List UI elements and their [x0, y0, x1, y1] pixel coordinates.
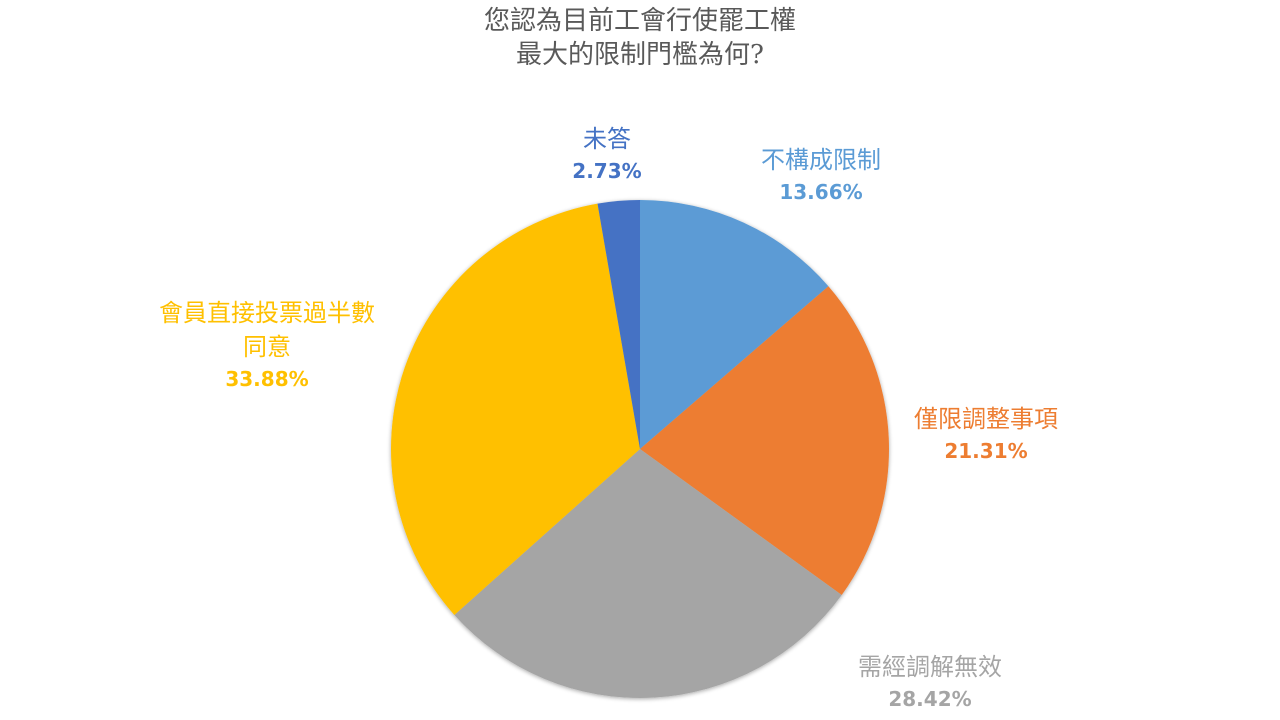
slice-no-answer	[597, 200, 640, 449]
slice-member-vote	[390, 203, 640, 615]
label-name-line-2: 同意	[243, 333, 291, 361]
label-name: 不構成限制	[761, 146, 881, 174]
label-percent: 13.66%	[779, 180, 863, 204]
label-percent: 33.88%	[225, 367, 309, 391]
chart-title-line-1: 您認為目前工會行使罷工權	[483, 6, 796, 36]
label-member-vote: 會員直接投票過半數 同意 33.88%	[136, 296, 398, 394]
chart-title-line-2: 最大的限制門檻為何?	[516, 40, 764, 70]
slice-mediation-failed	[454, 449, 842, 698]
label-percent: 21.31%	[944, 439, 1028, 463]
label-percent: 2.73%	[572, 159, 642, 183]
label-mediation-failed: 需經調解無效 28.42%	[840, 650, 1020, 714]
label-adjustment-only: 僅限調整事項 21.31%	[896, 402, 1076, 466]
label-percent: 28.42%	[888, 687, 972, 711]
label-name: 僅限調整事項	[914, 405, 1058, 433]
label-name: 需經調解無效	[858, 653, 1002, 681]
chart-title: 您認為目前工會行使罷工權 最大的限制門檻為何?	[0, 4, 1280, 72]
slice-no-restriction	[640, 200, 829, 449]
label-name: 未答	[583, 125, 631, 153]
label-no-answer: 未答 2.73%	[557, 122, 657, 186]
label-no-restriction: 不構成限制 13.66%	[736, 143, 906, 207]
slice-adjustment-only	[640, 286, 890, 595]
label-name: 會員直接投票過半數	[159, 299, 375, 327]
